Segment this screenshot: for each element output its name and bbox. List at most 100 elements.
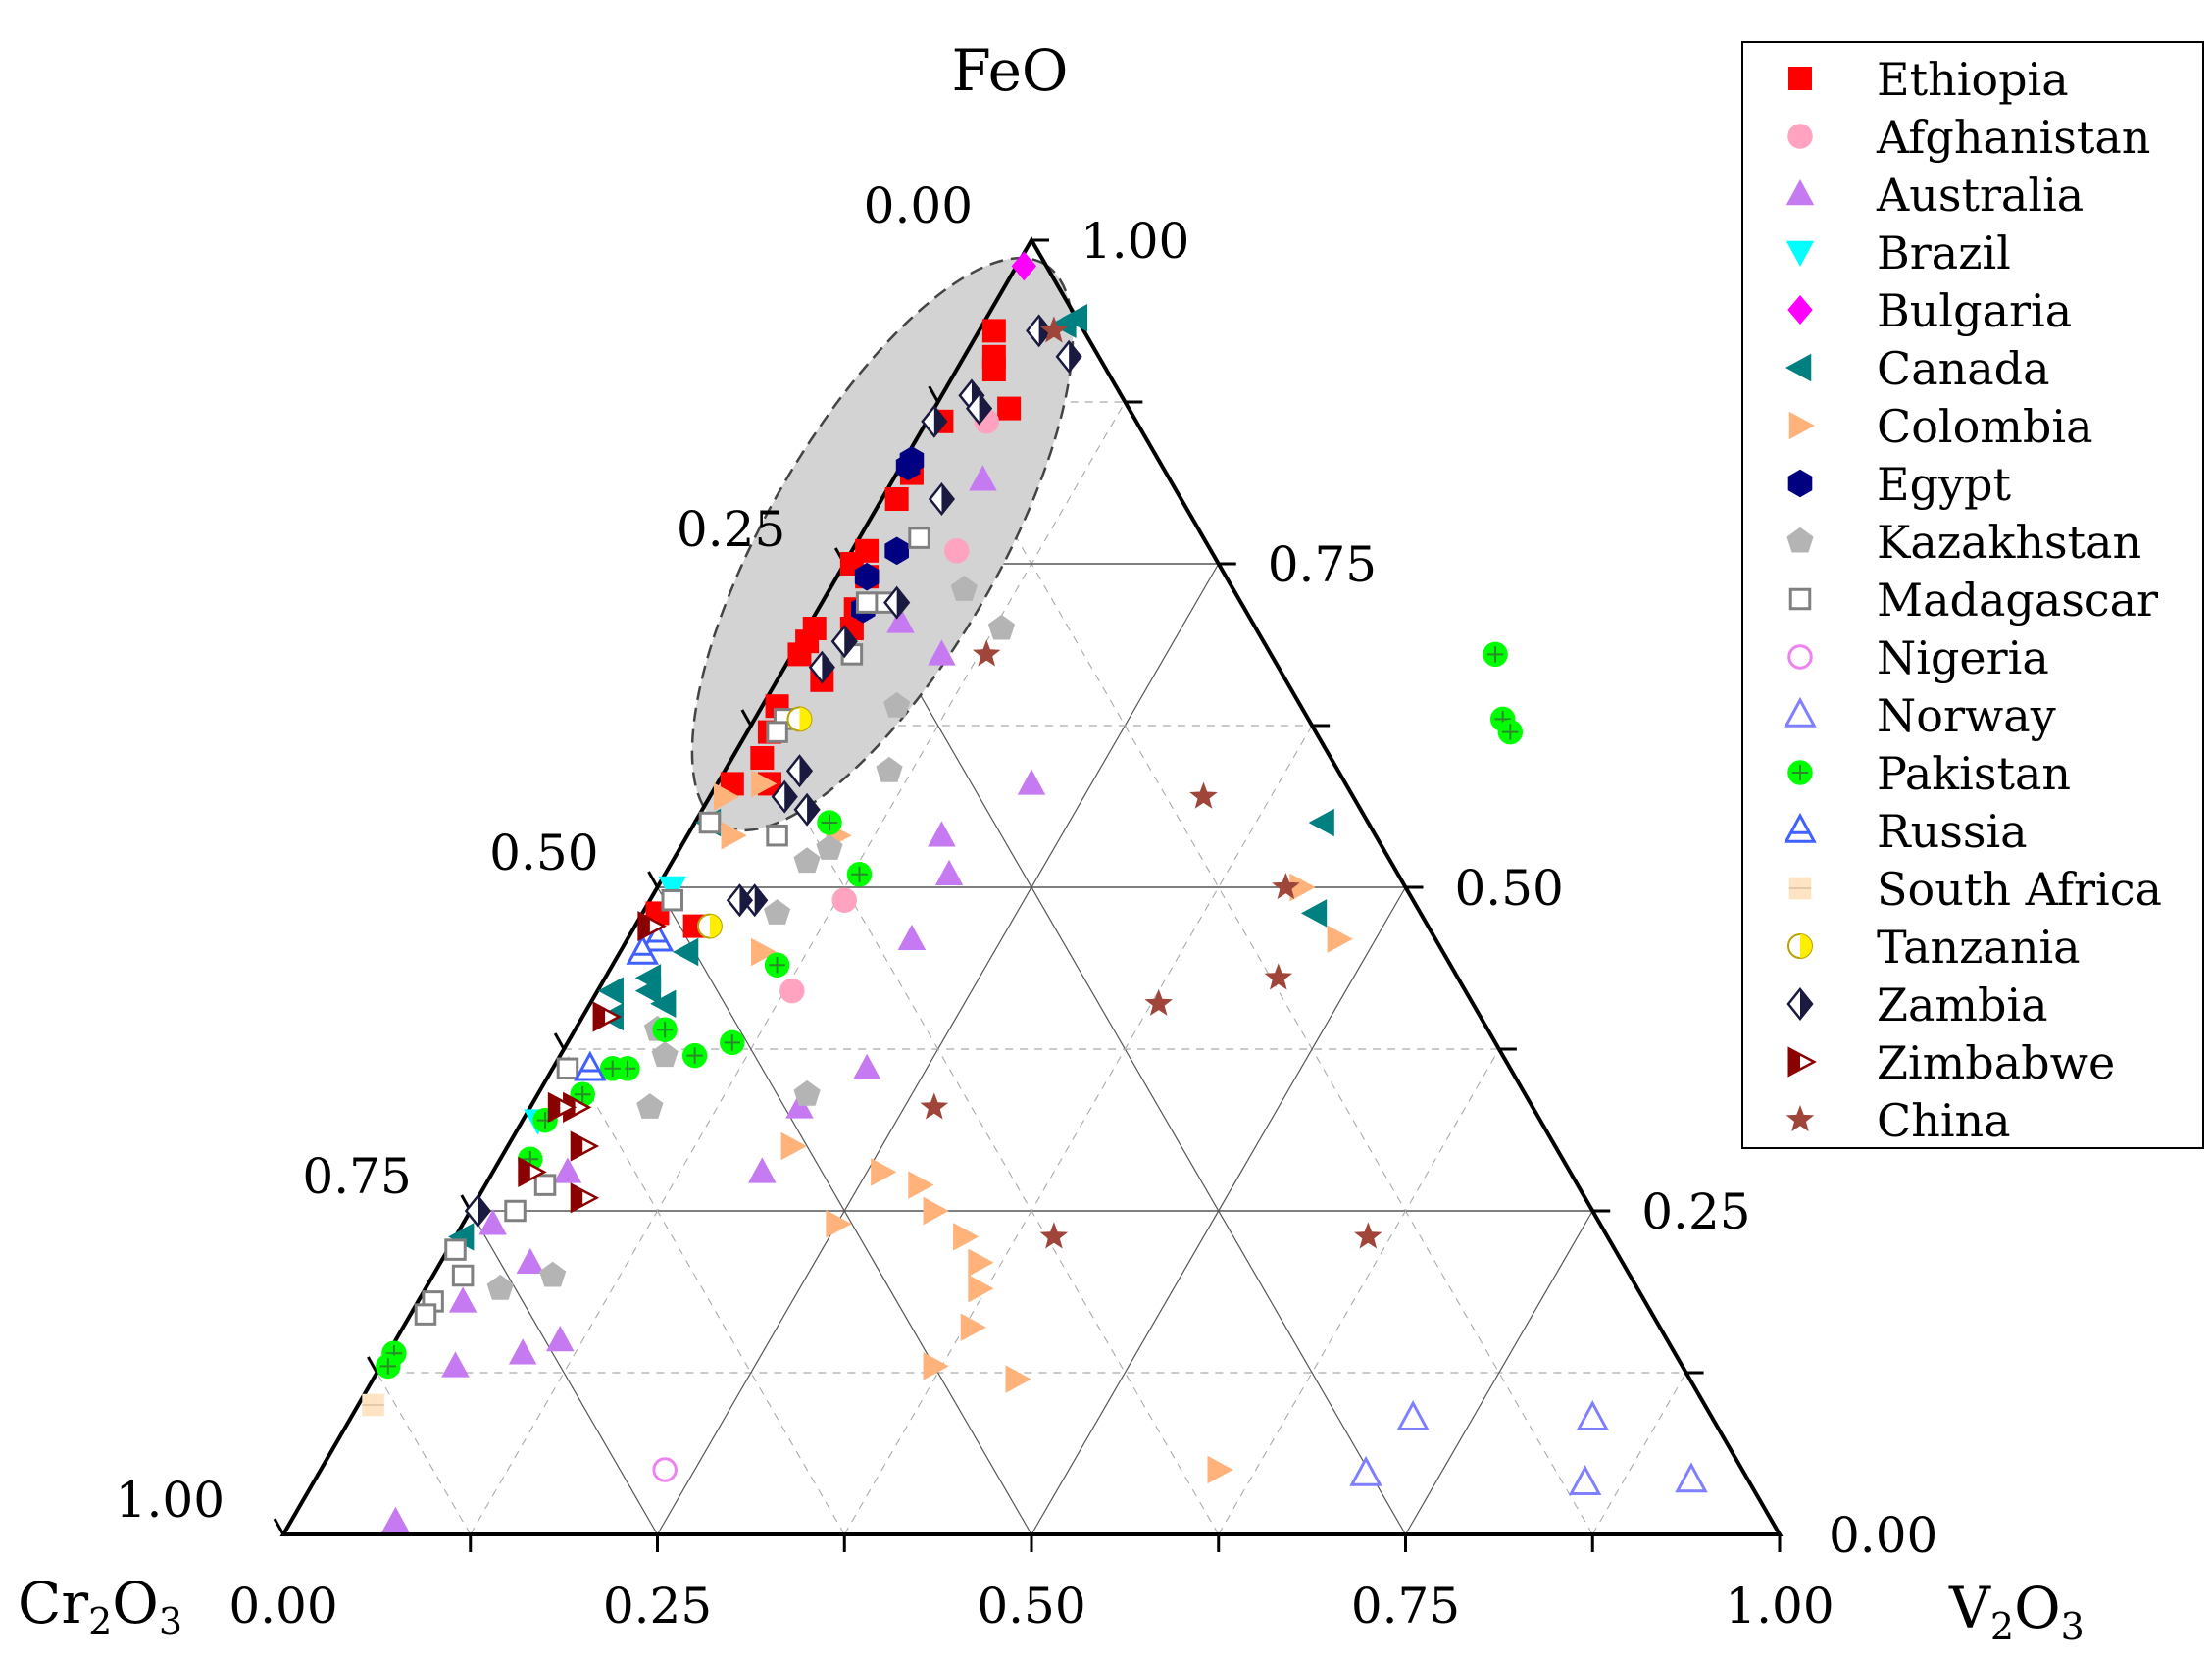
data-point-canada [597,977,624,1005]
data-point-norway [1396,1400,1430,1430]
data-point-zambia [464,1193,491,1229]
data-point-egypt [884,536,909,566]
data-point-colombia [1327,925,1353,954]
legend-label-canada: Canada [1877,342,2050,395]
data-point-australia [852,1053,881,1080]
data-point-pakistan [652,1017,678,1042]
data-point-zambia [965,391,993,426]
data-point-china [1189,781,1218,809]
data-point-australia [381,1506,410,1533]
tick-left [740,709,753,727]
legend-label-south-africa: South Africa [1877,863,2162,916]
data-point-china [1039,316,1069,343]
data-point-zimbabwe [518,1156,547,1187]
data-point-china [920,1092,949,1120]
data-point-kazakhstan [539,1261,567,1287]
left-axis-title: Cr2O3 [18,1570,182,1643]
data-point-canada [673,937,699,967]
data-point-ethiopia [795,629,820,654]
data-point-zambia [883,585,911,620]
data-point-madagascar [451,1264,475,1287]
triangle-frame [273,236,1784,1552]
data-point-colombia [1289,873,1316,902]
data-point-norway [1576,1400,1610,1430]
data-point-madagascar [556,1057,579,1080]
data-point-zambia [726,883,754,918]
data-point-zambia [1055,339,1082,374]
legend-label-pakistan: Pakistan [1877,747,2071,800]
legend-box [1741,41,2204,1149]
legend: EthiopiaAfghanistanAustraliaBrazilBulgar… [1741,41,2204,1149]
data-point-australia [897,924,927,951]
tick-label-bottom: 0.75 [1351,1578,1460,1634]
data-point-australia [1017,769,1046,795]
data-point-madagascar [533,1174,557,1196]
legend-label-egypt: Egypt [1877,458,2011,511]
tick-label-right: 0.50 [1455,860,1564,917]
data-point-madagascar [661,888,684,912]
data-points [362,251,1708,1533]
data-point-canada [634,977,662,1005]
data-point-pakistan [1483,641,1508,668]
tick-label-right: 0.75 [1268,536,1377,593]
tick-label-right: 0.25 [1641,1183,1750,1240]
data-point-australia [969,465,997,491]
legend-label-brazil: Brazil [1877,226,2011,279]
legend-marker-south-africa [1788,877,1812,900]
legend-marker-australia [1785,179,1815,206]
data-point-kazakhstan [793,1079,821,1106]
data-point-ethiopia [750,746,775,770]
tick-label-left: 1.00 [116,1472,225,1529]
data-point-colombia [953,1223,980,1251]
data-point-norway [1349,1455,1382,1486]
grid-line-cr2o3 [937,401,1593,1535]
data-point-ethiopia [981,319,1006,343]
data-point-madagascar [698,811,722,834]
data-point-brazil [658,876,687,902]
data-point-kazakhstan [987,614,1016,640]
data-point-zambia [771,779,798,814]
legend-label-australia: Australia [1876,169,2084,222]
legend-marker-zimbabwe [1787,1046,1817,1078]
data-point-zimbabwe [547,1091,578,1123]
data-point-colombia [923,1352,949,1380]
legend-marker-russia [1784,812,1817,843]
data-point-madagascar [855,591,879,614]
data-point-ethiopia [884,487,909,511]
data-point-australia [886,607,915,633]
legend-marker-canada [1785,353,1812,382]
legend-label-norway: Norway [1877,689,2056,742]
data-point-china [1264,963,1293,990]
right-axis-title: V2O3 [1948,1575,2085,1648]
tick-label-bottom: 1.00 [1725,1578,1834,1634]
data-point-norway [1675,1462,1708,1493]
data-point-zambia [928,481,956,517]
legend-marker-nigeria [1787,644,1813,670]
legend-marker-egypt [1787,469,1813,498]
data-point-zambia [808,650,835,684]
data-point-china [972,639,1001,667]
data-point-kazakhstan [636,1093,664,1119]
legend-label-nigeria: Nigeria [1877,631,2049,684]
data-point-kazakhstan [950,576,978,601]
legend-marker-zambia [1786,986,1814,1022]
grid-line-cr2o3 [563,1048,845,1535]
data-point-nigeria [652,1457,678,1482]
data-point-egypt [854,562,880,591]
data-point-australia [928,639,956,666]
data-point-kazakhstan [651,1041,679,1068]
data-point-colombia [751,937,778,967]
data-point-australia [478,1209,507,1235]
legend-marker-pakistan [1787,760,1813,785]
legend-marker-brazil [1785,240,1815,267]
grid-line-cr2o3 [470,1210,659,1535]
grid-line-v2o3 [1218,1048,1500,1535]
tick-label-bottom: 0.25 [603,1578,712,1634]
data-point-kazakhstan [793,847,821,874]
tick-left [647,871,659,888]
data-point-russia [574,1050,607,1081]
data-point-china [1272,873,1300,900]
data-point-zambia [830,625,858,659]
grid-line-v2o3 [1031,886,1407,1535]
data-point-canada [448,1223,475,1251]
